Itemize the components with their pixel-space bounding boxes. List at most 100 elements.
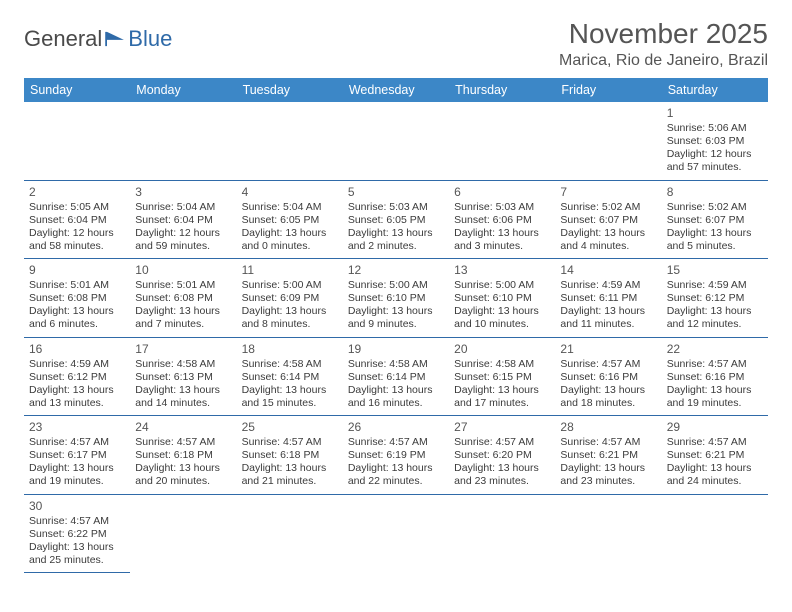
sunset-line: Sunset: 6:14 PM	[348, 371, 444, 384]
calendar-cell: 2Sunrise: 5:05 AMSunset: 6:04 PMDaylight…	[24, 181, 130, 260]
day-number: 23	[29, 420, 125, 435]
calendar-cell: 10Sunrise: 5:01 AMSunset: 6:08 PMDayligh…	[130, 259, 236, 338]
calendar-cell: 30Sunrise: 4:57 AMSunset: 6:22 PMDayligh…	[24, 495, 130, 574]
sunset-line: Sunset: 6:16 PM	[560, 371, 656, 384]
sunrise-line: Sunrise: 5:04 AM	[135, 201, 231, 214]
brand-part2: Blue	[128, 26, 172, 52]
daylight-line: Daylight: 13 hours and 23 minutes.	[454, 462, 550, 488]
calendar-cell: 27Sunrise: 4:57 AMSunset: 6:20 PMDayligh…	[449, 416, 555, 495]
sunset-line: Sunset: 6:21 PM	[667, 449, 763, 462]
sunrise-line: Sunrise: 4:57 AM	[454, 436, 550, 449]
sunset-line: Sunset: 6:06 PM	[454, 214, 550, 227]
calendar-cell: 14Sunrise: 4:59 AMSunset: 6:11 PMDayligh…	[555, 259, 661, 338]
sunset-line: Sunset: 6:19 PM	[348, 449, 444, 462]
calendar-cell: 8Sunrise: 5:02 AMSunset: 6:07 PMDaylight…	[662, 181, 768, 260]
sunset-line: Sunset: 6:05 PM	[348, 214, 444, 227]
sunrise-line: Sunrise: 5:00 AM	[348, 279, 444, 292]
daylight-line: Daylight: 13 hours and 10 minutes.	[454, 305, 550, 331]
sunset-line: Sunset: 6:08 PM	[29, 292, 125, 305]
sunset-line: Sunset: 6:08 PM	[135, 292, 231, 305]
daylight-line: Daylight: 13 hours and 3 minutes.	[454, 227, 550, 253]
day-number: 3	[135, 185, 231, 200]
calendar-cell: 17Sunrise: 4:58 AMSunset: 6:13 PMDayligh…	[130, 338, 236, 417]
calendar-cell: 24Sunrise: 4:57 AMSunset: 6:18 PMDayligh…	[130, 416, 236, 495]
calendar-cell-blank	[343, 102, 449, 181]
day-number: 29	[667, 420, 763, 435]
sunset-line: Sunset: 6:15 PM	[454, 371, 550, 384]
daylight-line: Daylight: 13 hours and 12 minutes.	[667, 305, 763, 331]
calendar-cell: 20Sunrise: 4:58 AMSunset: 6:15 PMDayligh…	[449, 338, 555, 417]
day-number: 24	[135, 420, 231, 435]
weekday-sat: Saturday	[662, 78, 768, 102]
sunset-line: Sunset: 6:22 PM	[29, 528, 125, 541]
sunset-line: Sunset: 6:10 PM	[454, 292, 550, 305]
weekday-sun: Sunday	[24, 78, 130, 102]
sunset-line: Sunset: 6:13 PM	[135, 371, 231, 384]
weekday-fri: Friday	[555, 78, 661, 102]
brand-part1: General	[24, 26, 102, 52]
daylight-line: Daylight: 13 hours and 25 minutes.	[29, 541, 125, 567]
daylight-line: Daylight: 13 hours and 4 minutes.	[560, 227, 656, 253]
sunrise-line: Sunrise: 4:57 AM	[29, 515, 125, 528]
daylight-line: Daylight: 13 hours and 8 minutes.	[242, 305, 338, 331]
calendar-grid: 1Sunrise: 5:06 AMSunset: 6:03 PMDaylight…	[24, 102, 768, 573]
sunrise-line: Sunrise: 4:59 AM	[560, 279, 656, 292]
sunset-line: Sunset: 6:18 PM	[242, 449, 338, 462]
day-number: 15	[667, 263, 763, 278]
calendar-cell: 25Sunrise: 4:57 AMSunset: 6:18 PMDayligh…	[237, 416, 343, 495]
sunset-line: Sunset: 6:16 PM	[667, 371, 763, 384]
calendar-cell: 28Sunrise: 4:57 AMSunset: 6:21 PMDayligh…	[555, 416, 661, 495]
sunrise-line: Sunrise: 5:04 AM	[242, 201, 338, 214]
daylight-line: Daylight: 13 hours and 16 minutes.	[348, 384, 444, 410]
daylight-line: Daylight: 12 hours and 57 minutes.	[667, 148, 763, 174]
calendar-cell: 4Sunrise: 5:04 AMSunset: 6:05 PMDaylight…	[237, 181, 343, 260]
day-number: 4	[242, 185, 338, 200]
daylight-line: Daylight: 13 hours and 21 minutes.	[242, 462, 338, 488]
daylight-line: Daylight: 13 hours and 14 minutes.	[135, 384, 231, 410]
day-number: 1	[667, 106, 763, 121]
day-number: 19	[348, 342, 444, 357]
sunrise-line: Sunrise: 5:05 AM	[29, 201, 125, 214]
sunrise-line: Sunrise: 4:58 AM	[348, 358, 444, 371]
daylight-line: Daylight: 13 hours and 24 minutes.	[667, 462, 763, 488]
calendar-cell: 6Sunrise: 5:03 AMSunset: 6:06 PMDaylight…	[449, 181, 555, 260]
daylight-line: Daylight: 13 hours and 15 minutes.	[242, 384, 338, 410]
sunset-line: Sunset: 6:18 PM	[135, 449, 231, 462]
calendar-cell-blank	[24, 102, 130, 181]
daylight-line: Daylight: 13 hours and 11 minutes.	[560, 305, 656, 331]
sunrise-line: Sunrise: 4:57 AM	[135, 436, 231, 449]
calendar-cell-blank	[237, 102, 343, 181]
sunset-line: Sunset: 6:17 PM	[29, 449, 125, 462]
daylight-line: Daylight: 13 hours and 0 minutes.	[242, 227, 338, 253]
brand-logo: General Blue	[24, 26, 172, 52]
daylight-line: Daylight: 13 hours and 6 minutes.	[29, 305, 125, 331]
sunrise-line: Sunrise: 5:00 AM	[454, 279, 550, 292]
daylight-line: Daylight: 13 hours and 9 minutes.	[348, 305, 444, 331]
calendar-cell: 21Sunrise: 4:57 AMSunset: 6:16 PMDayligh…	[555, 338, 661, 417]
sunrise-line: Sunrise: 4:58 AM	[135, 358, 231, 371]
daylight-line: Daylight: 13 hours and 18 minutes.	[560, 384, 656, 410]
sunset-line: Sunset: 6:12 PM	[29, 371, 125, 384]
sunrise-line: Sunrise: 5:01 AM	[135, 279, 231, 292]
sunset-line: Sunset: 6:05 PM	[242, 214, 338, 227]
day-number: 10	[135, 263, 231, 278]
sunset-line: Sunset: 6:04 PM	[135, 214, 231, 227]
calendar-cell: 1Sunrise: 5:06 AMSunset: 6:03 PMDaylight…	[662, 102, 768, 181]
daylight-line: Daylight: 13 hours and 20 minutes.	[135, 462, 231, 488]
calendar-cell: 18Sunrise: 4:58 AMSunset: 6:14 PMDayligh…	[237, 338, 343, 417]
calendar-cell: 11Sunrise: 5:00 AMSunset: 6:09 PMDayligh…	[237, 259, 343, 338]
daylight-line: Daylight: 12 hours and 58 minutes.	[29, 227, 125, 253]
sunset-line: Sunset: 6:07 PM	[560, 214, 656, 227]
sunrise-line: Sunrise: 4:57 AM	[667, 358, 763, 371]
sunrise-line: Sunrise: 4:57 AM	[242, 436, 338, 449]
sunrise-line: Sunrise: 4:57 AM	[560, 436, 656, 449]
calendar-cell-blank	[555, 102, 661, 181]
sunset-line: Sunset: 6:04 PM	[29, 214, 125, 227]
daylight-line: Daylight: 13 hours and 19 minutes.	[29, 462, 125, 488]
day-number: 18	[242, 342, 338, 357]
calendar-cell: 26Sunrise: 4:57 AMSunset: 6:19 PMDayligh…	[343, 416, 449, 495]
sunrise-line: Sunrise: 4:58 AM	[454, 358, 550, 371]
daylight-line: Daylight: 13 hours and 23 minutes.	[560, 462, 656, 488]
calendar-cell: 19Sunrise: 4:58 AMSunset: 6:14 PMDayligh…	[343, 338, 449, 417]
calendar-cell: 22Sunrise: 4:57 AMSunset: 6:16 PMDayligh…	[662, 338, 768, 417]
